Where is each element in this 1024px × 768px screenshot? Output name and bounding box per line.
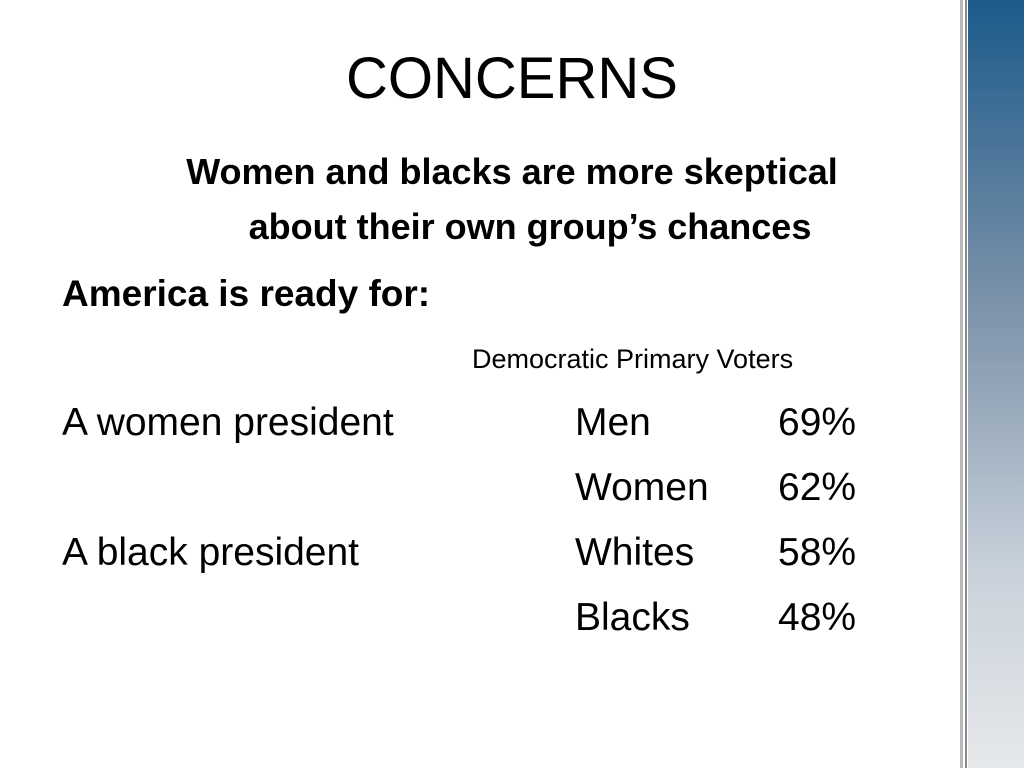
group-name: Men (575, 401, 651, 444)
row-label: A black president (62, 531, 360, 574)
divider (960, 0, 963, 768)
group-value: 58% (778, 531, 857, 574)
group-value: 62% (778, 466, 857, 509)
side-band (968, 0, 1024, 768)
group-name: Whites (575, 531, 695, 574)
group-name: Blacks (575, 596, 690, 639)
lead: America is ready for: (62, 273, 431, 314)
group-value: 69% (778, 401, 857, 444)
divider (965, 0, 967, 768)
group-name: Women (575, 466, 709, 509)
subtitle-line: about their own group’s chances (248, 206, 812, 247)
subtitle-line: Women and blacks are more skeptical (186, 151, 838, 192)
column-header: Democratic Primary Voters (472, 344, 794, 374)
title: CONCERNS (346, 46, 678, 111)
row-label: A women president (62, 401, 394, 444)
group-value: 48% (778, 596, 857, 639)
